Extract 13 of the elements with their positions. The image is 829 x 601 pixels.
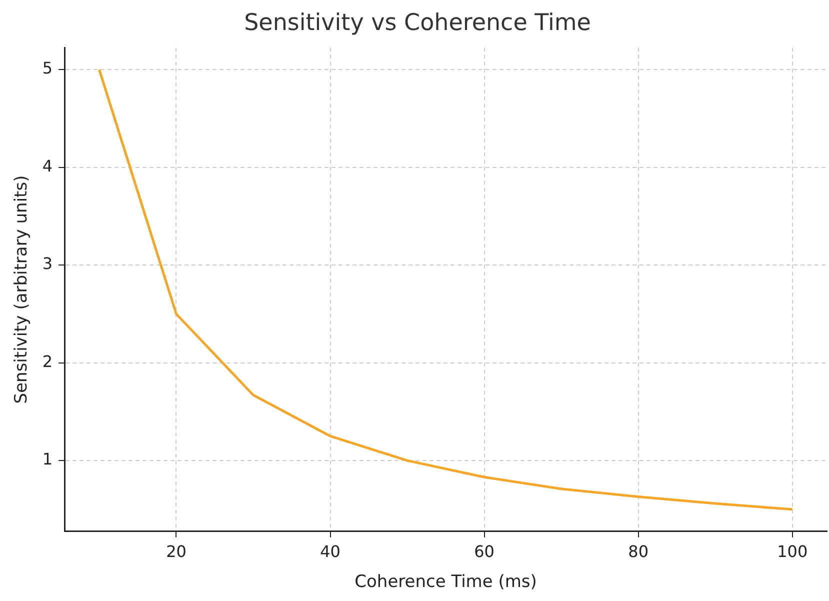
y-tick-label: 4 (42, 156, 53, 176)
y-axis-title: Sensitivity (arbitrary units) (12, 175, 32, 404)
x-tick-label: 20 (166, 542, 186, 562)
chart-title: Sensitivity vs Coherence Time (244, 10, 591, 36)
x-tick-label: 60 (474, 542, 494, 562)
x-tick-label: 100 (777, 542, 808, 562)
x-tick-label: 40 (320, 542, 340, 562)
y-tick-label: 5 (42, 58, 53, 78)
y-tick-label: 3 (42, 254, 53, 274)
y-tick-label: 2 (42, 352, 53, 371)
x-axis-title: Coherence Time (ms) (354, 572, 537, 592)
y-tick-label: 1 (42, 450, 53, 469)
x-tick-label: 80 (628, 542, 648, 562)
